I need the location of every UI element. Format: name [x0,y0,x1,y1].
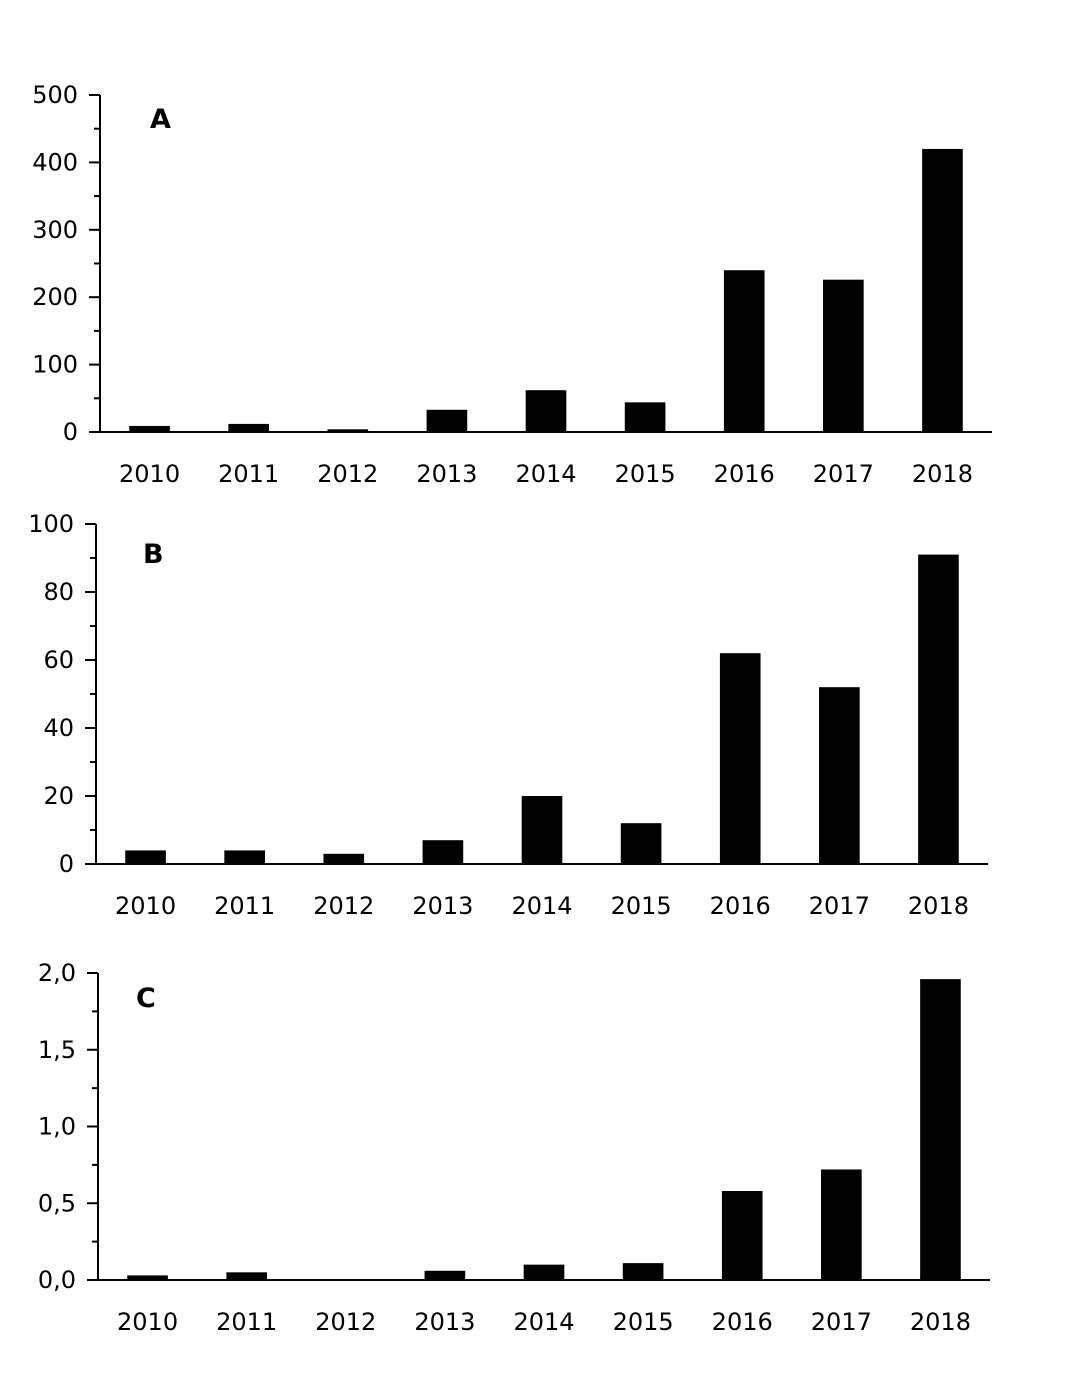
panel-b-y-tick-label: 20 [43,782,74,810]
panel-a-y-tick-label: 300 [32,216,78,244]
panel-c-x-tick-label: 2016 [712,1308,773,1336]
panel-c-x-tick-label: 2014 [513,1308,574,1336]
panel-a-x-tick-label: 2011 [218,460,279,488]
panel-a-letter: A [150,104,171,135]
panel-a-bar-2014 [525,390,567,432]
panel-c-y-tick-label: 1,5 [38,1036,76,1064]
panel-c-bar-2014 [523,1264,565,1280]
panel-b-y-tick-label: 100 [28,510,74,538]
panel-a-bar-2015 [624,402,666,432]
panel-a-bar-2018 [922,148,963,433]
panel-a-x-tick-label: 2013 [416,460,477,488]
panel-b-x-tick-label: 2011 [214,892,275,920]
panel-a-y-tick-label: 500 [32,81,78,109]
panel-b-y-tick-label: 0 [59,850,74,878]
panel-c-bar-2010 [127,1275,168,1280]
panel-c-x-tick-label: 2010 [117,1308,178,1336]
panel-c-bar-2015 [622,1263,664,1280]
panel-b-bar-2016 [719,653,761,864]
panel-a-bar-2010 [129,425,170,432]
panel-c-y-tick-label: 1,0 [38,1113,76,1141]
panel-b-bar-2011 [224,850,265,864]
panel-b-bar-2012 [323,853,365,864]
panel-a-bar-2012 [327,429,369,432]
panel-a-x-tick-label: 2015 [615,460,676,488]
panel-b-x-tick-label: 2016 [710,892,771,920]
panel-a-y-tick-label: 100 [32,351,78,379]
panel-a-x-tick-label: 2018 [912,460,973,488]
panel-a-x-tick-label: 2014 [515,460,576,488]
panel-c-y-tick-label: 2,0 [38,959,76,987]
panel-b-bar-2017 [819,687,860,864]
panel-b: 0 20 40 60 80 100 2010 2011 2012 2013 2014 2015 2016… [28,510,988,920]
panel-b-y-tick-label: 60 [43,646,74,674]
panel-c-x-tick-label: 2011 [216,1308,277,1336]
panel-c-y-tick-label: 0,0 [38,1266,76,1294]
panel-a-bar-2011 [228,423,269,432]
panel-b-x-tick-label: 2015 [611,892,672,920]
panel-c-bar-2018 [920,979,961,1280]
panel-a-bar-2013 [426,409,468,432]
panel-c-bar-2011 [226,1272,267,1280]
panel-a-x-tick-label: 2017 [813,460,874,488]
panel-b-bar-2013 [422,840,464,864]
panel-b-y-tick-label: 40 [43,714,74,742]
panel-a-x-tick-label: 2010 [119,460,180,488]
panel-a-x-tick-label: 2012 [317,460,378,488]
panel-b-bar-2015 [620,823,662,864]
panel-a-y-tick-label: 200 [32,283,78,311]
panel-b-bar-2014 [521,796,563,864]
panel-c-x-tick-label: 2013 [414,1308,475,1336]
panel-a: 0 100 200 300 400 500 2010 2011 2012 2013 2014 2015… [32,81,992,488]
panel-b-x-tick-label: 2018 [908,892,969,920]
panel-c-bar-2017 [821,1169,862,1280]
panel-b-x-tick-label: 2013 [412,892,473,920]
panel-b-bar-2018 [918,554,959,864]
panel-c-y-tick-label: 0,5 [38,1189,76,1217]
panel-c-bar-2013 [424,1270,466,1280]
panel-a-y-tick-label: 0 [63,418,78,446]
panel-b-letter: B [143,539,164,570]
panel-b-x-tick-label: 2012 [313,892,374,920]
panel-a-bar-2017 [823,279,864,432]
panel-c-bar-2016 [721,1190,763,1280]
panel-b-x-tick-label: 2010 [115,892,176,920]
panel-b-x-tick-label: 2014 [511,892,572,920]
panel-c-x-tick-label: 2012 [315,1308,376,1336]
panel-c: 0,0 0,5 1,0 1,5 2,0 2010 2011 2012 2013 2014 2015 2… [38,959,990,1336]
panel-a-bar-2016 [723,270,765,432]
panel-c-x-tick-label: 2015 [613,1308,674,1336]
panel-c-x-tick-label: 2018 [910,1308,971,1336]
panel-b-y-tick-label: 80 [43,578,74,606]
panel-b-bar-2010 [125,850,166,864]
panel-c-letter: C [136,983,156,1014]
panel-a-y-tick-label: 400 [32,148,78,176]
panel-b-x-tick-label: 2017 [809,892,870,920]
panel-c-x-tick-label: 2017 [811,1308,872,1336]
panel-a-x-tick-label: 2016 [714,460,775,488]
